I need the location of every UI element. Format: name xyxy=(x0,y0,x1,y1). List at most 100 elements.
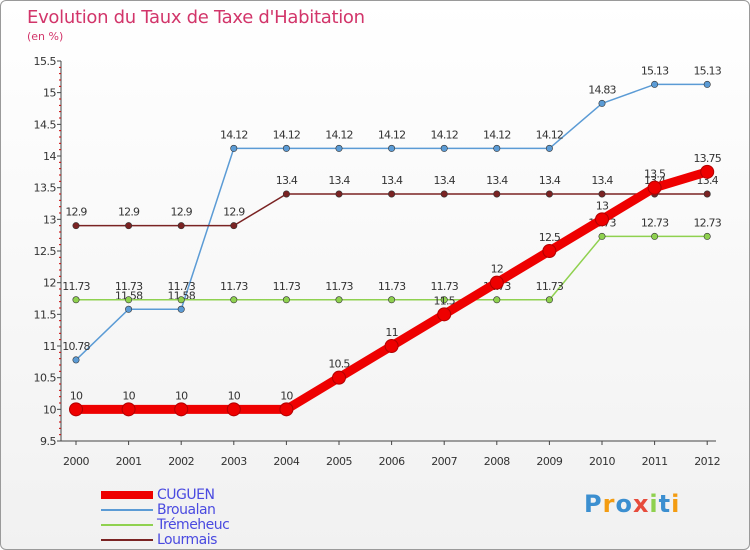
data-point xyxy=(125,305,133,313)
chart-title: Evolution du Taux de Taxe d'Habitation xyxy=(27,7,365,28)
y-tick-label: 14 xyxy=(43,150,56,163)
data-point xyxy=(230,296,238,304)
data-label: 10 xyxy=(175,389,188,402)
data-point xyxy=(335,296,343,304)
data-label: 10 xyxy=(122,389,135,402)
data-label: 15.13 xyxy=(641,64,669,77)
data-label: 11.73 xyxy=(536,280,564,293)
x-tick-label: 2001 xyxy=(116,455,142,468)
data-label: 12.9 xyxy=(65,206,87,219)
x-tick-label: 2009 xyxy=(536,455,562,468)
data-point xyxy=(493,144,501,152)
x-tick-label: 2006 xyxy=(379,455,405,468)
data-point xyxy=(230,144,238,152)
data-label: 10 xyxy=(280,389,293,402)
data-point xyxy=(335,144,343,152)
x-tick-label: 2007 xyxy=(431,455,457,468)
data-point xyxy=(282,190,290,198)
legend-label-tremeheuc: Trémeheuc xyxy=(157,517,230,533)
y-tick-label: 11 xyxy=(43,340,56,353)
x-tick-label: 2012 xyxy=(694,455,720,468)
y-tick-label: 14.5 xyxy=(34,118,57,131)
data-point xyxy=(384,339,399,353)
data-point xyxy=(174,402,189,417)
legend-item-broualan: Broualan xyxy=(101,502,216,518)
data-point xyxy=(177,305,185,313)
data-label: 11.73 xyxy=(220,280,248,293)
data-label: 13.75 xyxy=(693,152,721,165)
data-point xyxy=(595,212,609,227)
data-point xyxy=(545,190,553,198)
data-point xyxy=(545,144,553,152)
y-tick-label: 10.5 xyxy=(34,372,57,385)
data-label: 14.12 xyxy=(325,128,353,141)
data-point xyxy=(72,296,80,304)
data-point xyxy=(598,190,606,198)
data-point xyxy=(282,144,290,152)
data-label: 13.4 xyxy=(276,174,298,187)
data-label: 11 xyxy=(385,326,397,339)
data-label: 12 xyxy=(491,263,503,276)
data-label: 12.73 xyxy=(693,216,721,229)
data-label: 14.12 xyxy=(273,128,301,141)
data-label: 13.4 xyxy=(434,174,456,187)
data-point xyxy=(598,232,606,240)
data-point xyxy=(493,296,501,304)
legend-swatch-tremeheuc xyxy=(101,524,153,526)
data-label: 12.9 xyxy=(223,206,245,219)
x-tick-label: 2004 xyxy=(273,455,299,468)
y-tick-label: 12.5 xyxy=(34,245,57,258)
x-tick-label: 2003 xyxy=(221,455,247,468)
data-point xyxy=(388,190,396,198)
data-label: 10.78 xyxy=(62,340,90,353)
data-point xyxy=(489,275,504,290)
data-label: 12.73 xyxy=(641,216,669,229)
legend-swatch-cuguen xyxy=(101,491,153,499)
data-point xyxy=(177,222,185,230)
legend-item-tremeheuc: Trémeheuc xyxy=(101,517,230,533)
data-point xyxy=(703,232,711,240)
data-label: 14.12 xyxy=(430,128,458,141)
data-point xyxy=(542,244,557,258)
data-point xyxy=(388,296,396,304)
data-label: 12.9 xyxy=(171,206,193,219)
x-tick-label: 2002 xyxy=(168,455,194,468)
x-tick-label: 2010 xyxy=(589,455,615,468)
data-point xyxy=(282,296,290,304)
data-point xyxy=(72,222,80,230)
legend-label-broualan: Broualan xyxy=(157,502,216,518)
y-tick-label: 15 xyxy=(43,87,56,100)
data-label: 11.73 xyxy=(167,280,195,293)
data-label: 10 xyxy=(70,389,83,402)
data-point xyxy=(651,80,659,88)
legend-label-lourmais: Lourmais xyxy=(157,532,217,548)
data-label: 11.73 xyxy=(378,280,406,293)
data-point xyxy=(647,180,662,195)
data-point xyxy=(125,222,133,230)
legend-label-cuguen: CUGUEN xyxy=(157,487,215,503)
data-label: 11.73 xyxy=(273,280,301,293)
data-label: 11.73 xyxy=(115,280,143,293)
y-tick-label: 15.5 xyxy=(34,55,57,68)
data-point xyxy=(388,144,396,152)
data-point xyxy=(598,99,606,107)
data-label: 13.4 xyxy=(381,174,403,187)
data-point xyxy=(440,296,448,304)
data-label: 10 xyxy=(228,389,241,402)
data-label: 12.5 xyxy=(539,231,561,244)
data-label: 11.73 xyxy=(62,280,90,293)
data-point xyxy=(279,402,294,417)
data-point xyxy=(125,296,133,304)
data-point xyxy=(437,307,452,322)
data-label: 14.12 xyxy=(483,128,511,141)
data-label: 15.13 xyxy=(693,64,721,77)
data-label: 13.4 xyxy=(486,174,508,187)
data-label: 13 xyxy=(596,199,609,212)
y-tick-label: 13.5 xyxy=(34,182,57,195)
y-tick-label: 12 xyxy=(43,277,56,290)
data-label: 14.12 xyxy=(220,128,248,141)
data-point xyxy=(332,370,346,385)
data-point xyxy=(177,296,185,304)
data-label: 13.4 xyxy=(328,174,350,187)
legend-item-lourmais: Lourmais xyxy=(101,532,217,548)
